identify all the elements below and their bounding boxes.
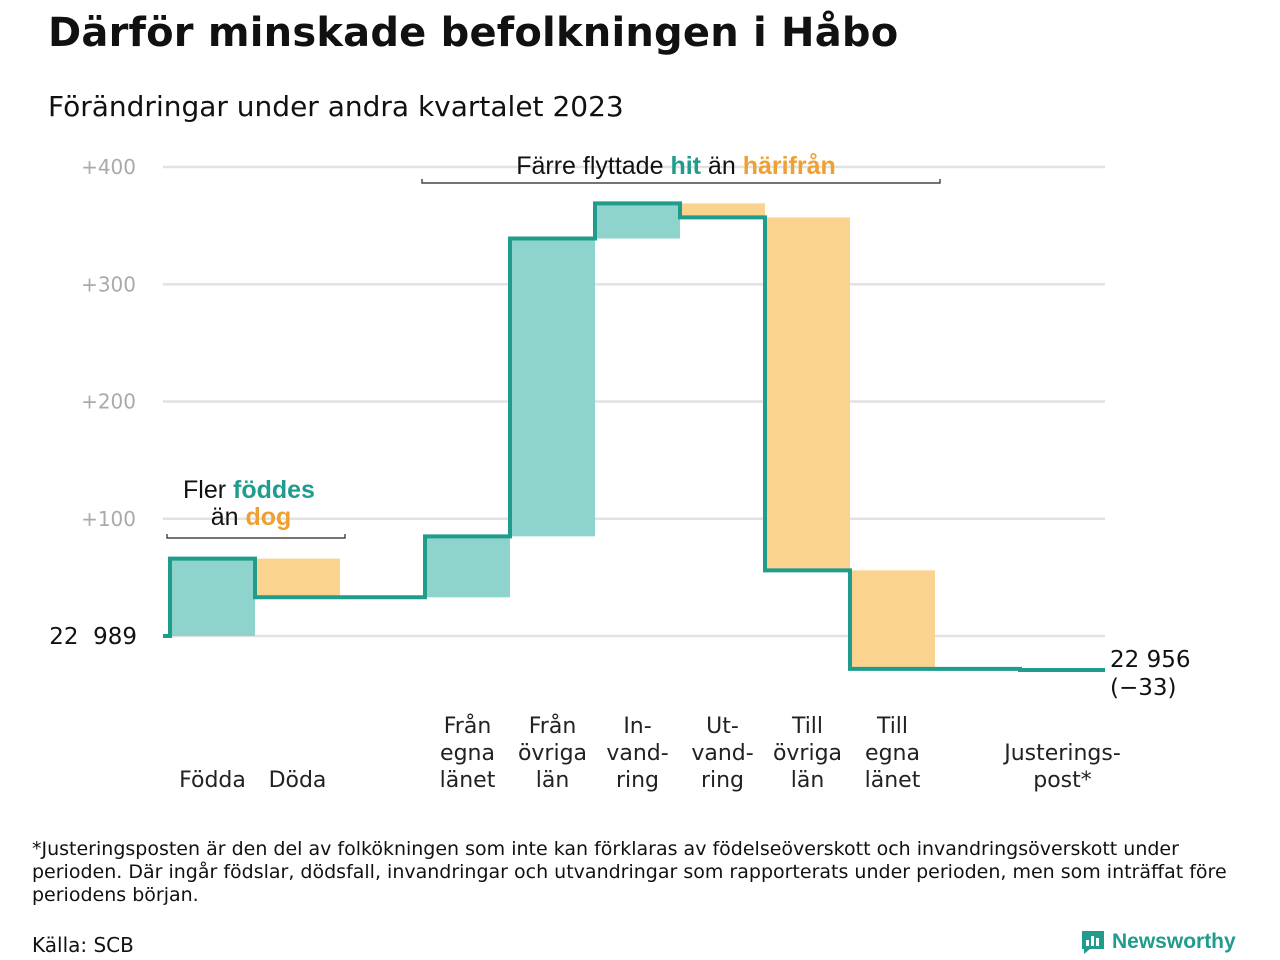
category-label: Till xyxy=(876,714,908,739)
category-label: län xyxy=(791,768,825,793)
category-label: post* xyxy=(1033,768,1092,793)
annotation-part: föddes xyxy=(233,476,315,504)
category-label: Från xyxy=(444,713,492,739)
category-label: egna xyxy=(440,741,495,766)
bar-till-övriga-län xyxy=(765,217,850,571)
annotation-part: än xyxy=(701,152,743,180)
annotation-text: Fler föddes xyxy=(183,476,315,504)
annotation-text: Färre flyttade hit än härifrån xyxy=(516,152,836,180)
y-tick-label: +400 xyxy=(81,155,136,179)
category-label: länet xyxy=(865,768,921,793)
end-change-label: (−33) xyxy=(1110,675,1176,701)
category-label: vand- xyxy=(691,741,753,766)
category-label: Från xyxy=(529,713,577,739)
annotation-part: Fler xyxy=(183,476,233,504)
end-value-label: 22 956 xyxy=(1110,647,1190,673)
newsworthy-icon xyxy=(1082,931,1104,954)
y-tick-label: +300 xyxy=(81,272,136,296)
annotation-part: Färre flyttade xyxy=(516,152,670,180)
category-label: län xyxy=(536,768,570,793)
annotation-part: härifrån xyxy=(743,152,836,180)
bar-döda xyxy=(255,558,340,598)
category-label: Till xyxy=(791,714,823,739)
bar-födda xyxy=(170,558,255,636)
bars xyxy=(170,203,935,669)
footnote: *Justeringsposten är den del av folkökni… xyxy=(32,838,1227,906)
category-label: Födda xyxy=(179,768,246,793)
brand-logo: Newsworthy xyxy=(1080,929,1236,955)
annotation-bracket xyxy=(421,179,941,184)
category-label: Justerings- xyxy=(1002,741,1121,766)
annotation-bracket xyxy=(166,534,346,539)
cumulative-step-line xyxy=(163,201,1105,673)
y-tick-label: +100 xyxy=(81,507,136,531)
bar-från-övriga-län xyxy=(510,238,595,537)
annotation-part: än xyxy=(211,503,246,531)
bar-från-egna-länet xyxy=(425,536,510,598)
brand-name: Newsworthy xyxy=(1112,930,1236,953)
bar-till-egna-länet xyxy=(850,570,935,669)
chart-title: Därför minskade befolkningen i Håbo xyxy=(48,10,899,56)
annotation-text: än dog xyxy=(211,503,292,531)
category-label: ring xyxy=(701,768,744,793)
bar-in-vand-ring xyxy=(595,203,680,239)
category-label: Döda xyxy=(269,768,327,793)
annotation-part: hit xyxy=(670,152,701,180)
source-label: Källa: SCB xyxy=(32,933,134,957)
chart-subtitle: Förändringar under andra kvartalet 2023 xyxy=(48,90,624,123)
category-label: egna xyxy=(865,741,920,766)
category-label: In- xyxy=(623,714,651,739)
category-label: övriga xyxy=(518,741,587,766)
annotation-part: dog xyxy=(245,503,291,531)
category-label: vand- xyxy=(606,741,668,766)
waterfall-chart: +100+200+300+400 Födda DödaFrånegnalänetF… xyxy=(49,152,1190,793)
category-label: Ut- xyxy=(706,714,739,739)
category-label: övriga xyxy=(773,741,842,766)
start-value-label: 22 989 xyxy=(49,624,137,650)
gridlines: +100 +200 +300 +400 xyxy=(81,155,1105,638)
category-label: ring xyxy=(616,768,659,793)
bar-ut-vand-ring xyxy=(680,203,765,218)
labels: Födda DödaFrånegnalänetFrånövrigalänIn-va… xyxy=(49,624,1190,793)
y-tick-label: +200 xyxy=(81,390,136,414)
category-label: länet xyxy=(440,768,496,793)
